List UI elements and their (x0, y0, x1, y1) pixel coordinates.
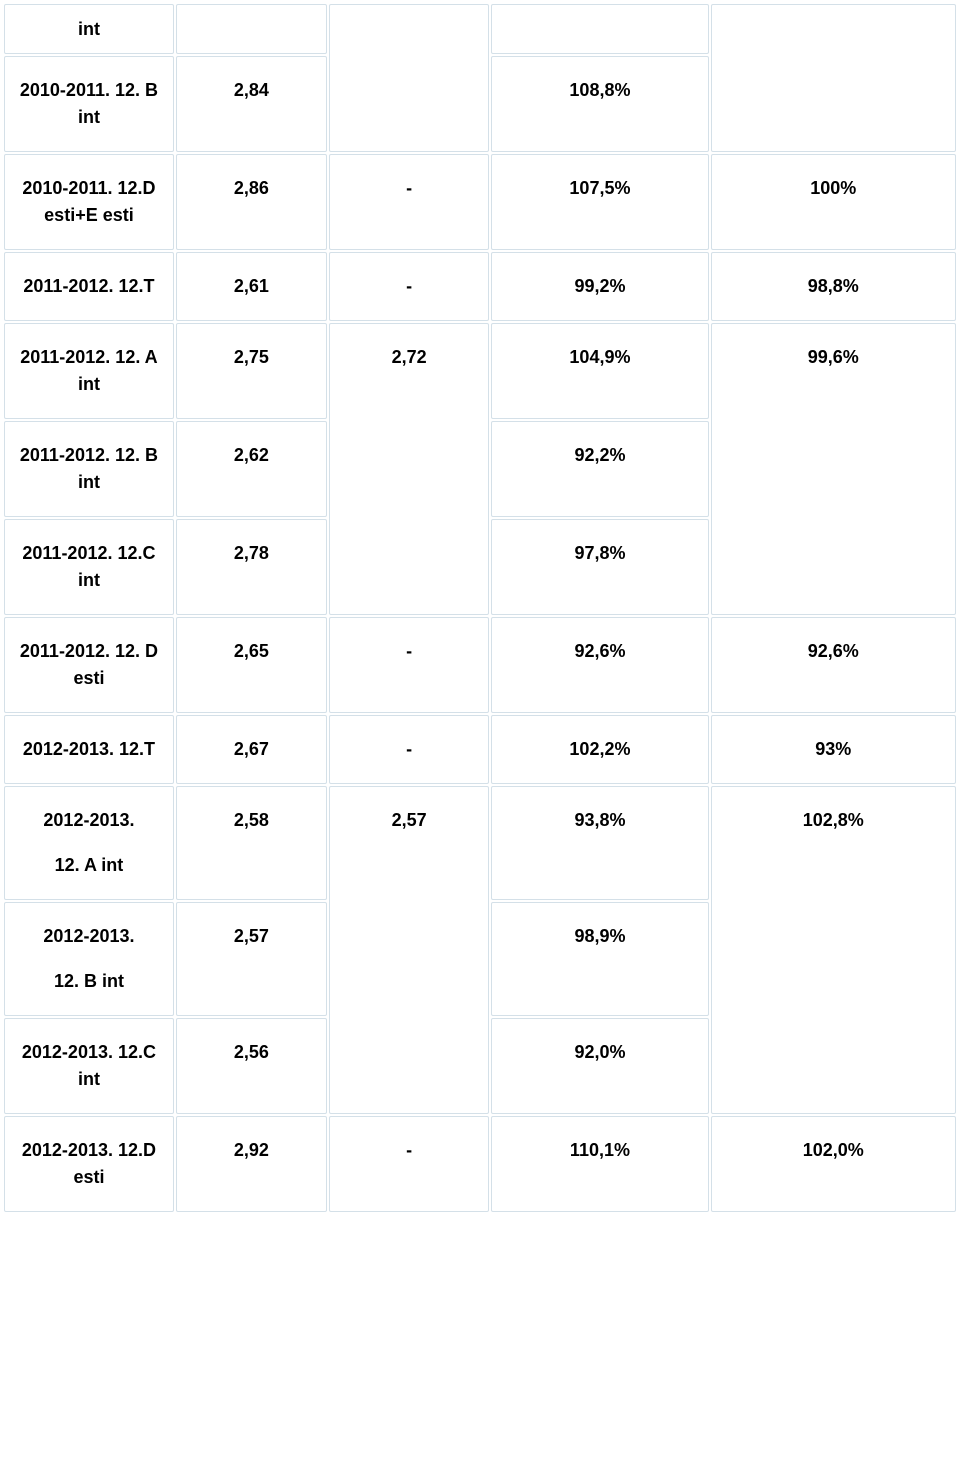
table-row: 2011-2012. 12. D esti 2,65 - 92,6% 92,6% (4, 617, 956, 713)
cell-c4: 102,0% (711, 1116, 956, 1212)
cell-c3: 99,2% (491, 252, 708, 321)
cell-c2: - (329, 1116, 489, 1212)
cell-c2: - (329, 252, 489, 321)
table-row: 2011-2012. 12.T 2,61 - 99,2% 98,8% (4, 252, 956, 321)
row-label: 2012-2013. 12.C int (4, 1018, 174, 1114)
cell-c1: 2,75 (176, 323, 327, 419)
row-label: 2011-2012. 12. A int (4, 323, 174, 419)
table-row: 2012-2013. 12.T 2,67 - 102,2% 93% (4, 715, 956, 784)
cell-c1: 2,67 (176, 715, 327, 784)
cell-c3: 110,1% (491, 1116, 708, 1212)
cell-c1: 2,56 (176, 1018, 327, 1114)
cell-c3: 92,6% (491, 617, 708, 713)
row-label: 2011-2012. 12.C int (4, 519, 174, 615)
cell-c3 (491, 4, 708, 54)
cell-c4: 100% (711, 154, 956, 250)
cell-c4: 93% (711, 715, 956, 784)
cell-c1: 2,57 (176, 902, 327, 1016)
cell-c1: 2,84 (176, 56, 327, 152)
row-label: 2012-2013. 12. A int (4, 786, 174, 900)
cell-c1: 2,62 (176, 421, 327, 517)
cell-c2-merged (329, 4, 489, 152)
cell-c3: 104,9% (491, 323, 708, 419)
cell-c4: 98,8% (711, 252, 956, 321)
table-row: 2011-2012. 12. A int 2,75 2,72 104,9% 99… (4, 323, 956, 419)
row-label: int (4, 4, 174, 54)
cell-c1: 2,65 (176, 617, 327, 713)
row-label-line2: 12. A int (15, 852, 163, 879)
cell-c3: 108,8% (491, 56, 708, 152)
cell-c4-merged: 102,8% (711, 786, 956, 1114)
row-label: 2010-2011. 12. B int (4, 56, 174, 152)
row-label: 2012-2013. 12. B int (4, 902, 174, 1016)
cell-c2: - (329, 154, 489, 250)
cell-c1: 2,86 (176, 154, 327, 250)
cell-c4-merged: 99,6% (711, 323, 956, 615)
cell-c3: 97,8% (491, 519, 708, 615)
cell-c3: 102,2% (491, 715, 708, 784)
row-label: 2011-2012. 12. B int (4, 421, 174, 517)
cell-c1: 2,78 (176, 519, 327, 615)
row-label-line2: 12. B int (15, 968, 163, 995)
cell-c2-merged: 2,57 (329, 786, 489, 1114)
cell-c2-merged: 2,72 (329, 323, 489, 615)
cell-c3: 107,5% (491, 154, 708, 250)
row-label: 2012-2013. 12.D esti (4, 1116, 174, 1212)
cell-c4: 92,6% (711, 617, 956, 713)
row-label-line1: 2012-2013. (15, 923, 163, 950)
cell-c3: 98,9% (491, 902, 708, 1016)
cell-c1: 2,61 (176, 252, 327, 321)
row-label-line1: 2012-2013. (15, 807, 163, 834)
cell-c3: 92,2% (491, 421, 708, 517)
table-row: 2012-2013. 12. A int 2,58 2,57 93,8% 102… (4, 786, 956, 900)
row-label: 2012-2013. 12.T (4, 715, 174, 784)
table-row: 2012-2013. 12.D esti 2,92 - 110,1% 102,0… (4, 1116, 956, 1212)
data-table: int 2010-2011. 12. B int 2,84 108,8% 201… (2, 2, 958, 1214)
row-label: 2011-2012. 12.T (4, 252, 174, 321)
cell-c3: 92,0% (491, 1018, 708, 1114)
table-row: 2010-2011. 12.D esti+E esti 2,86 - 107,5… (4, 154, 956, 250)
cell-c4-merged (711, 4, 956, 152)
cell-c2: - (329, 617, 489, 713)
cell-c1: 2,58 (176, 786, 327, 900)
cell-c1 (176, 4, 327, 54)
cell-c2: - (329, 715, 489, 784)
table-row: int (4, 4, 956, 54)
cell-c3: 93,8% (491, 786, 708, 900)
cell-c1: 2,92 (176, 1116, 327, 1212)
row-label: 2010-2011. 12.D esti+E esti (4, 154, 174, 250)
row-label: 2011-2012. 12. D esti (4, 617, 174, 713)
